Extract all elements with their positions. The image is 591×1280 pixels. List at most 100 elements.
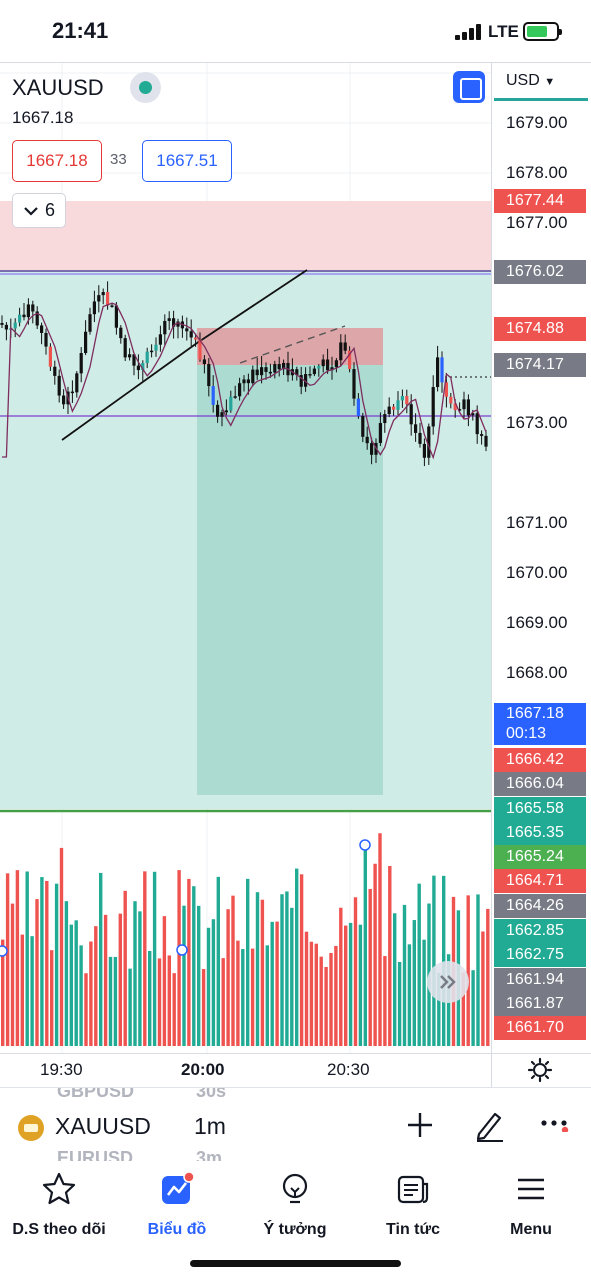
price-tick: 1670.00 [506,563,568,582]
price-label: 1666.04 [494,772,586,796]
price-chart[interactable] [0,63,491,1053]
nav-menu[interactable]: Menu [472,1171,590,1239]
volume-bar [417,883,421,1046]
indicators-toggle-button[interactable]: 6 [12,193,66,228]
candle-body [352,369,356,399]
time-label: 20:00 [181,1060,225,1079]
nav-ideas[interactable]: Ý tưởng [236,1171,354,1239]
candle-body [255,369,259,376]
candle-body [453,403,457,411]
candle-body [277,364,281,370]
volume-bar [383,956,387,1046]
candle-body [136,365,140,371]
volume-bar [412,920,416,1046]
volume-bar [30,936,34,1046]
chart-symbol[interactable]: XAUUSD [12,75,104,100]
scroll-to-realtime-button[interactable] [427,961,469,1003]
nav-label: D.S theo dõi [12,1221,106,1238]
time-label: 19:30 [40,1060,83,1079]
gear-icon[interactable] [527,1057,553,1083]
indicators-count: 6 [44,200,55,220]
volume-bar [148,950,152,1046]
volume-bar [15,870,20,1046]
nav-watchlist[interactable]: D.S theo dõi [0,1171,118,1239]
volume-bar [197,905,201,1046]
symbol-selector[interactable]: XAUUSD [55,1113,151,1139]
chart-canvas[interactable] [0,63,491,1053]
time-axis[interactable]: 19:30 20:00 20:30 [0,1053,591,1088]
price-label: 1676.02 [494,260,586,284]
price-label: 1667.18 00:13 [494,703,586,745]
price-label: 1662.75 [494,943,586,967]
volume-bar [368,888,372,1046]
candle-body [229,396,233,411]
pen-icon[interactable] [473,1108,505,1142]
volume-bar [402,904,407,1046]
candle-body [31,304,35,312]
buy-button[interactable]: 1667.51 [142,140,232,182]
candle-body [295,369,299,376]
volume-bar [314,943,318,1046]
chart-icon [162,1171,195,1204]
price-tick: 1671.00 [506,513,568,532]
symbol-bar: GBPUSD 30s XAUUSD 1m EURUSD 3m [0,1087,591,1161]
candle-body [264,367,268,372]
price-axis[interactable]: 1679.00 1678.00 1677.00 1673.00 1671.00 1670.… [491,63,591,1053]
candle-body [18,314,22,323]
candle-body [466,399,470,416]
currency-selector[interactable]: USD ▼ [494,65,588,101]
candle-body [471,413,475,416]
nav-label: Biểu đồ [147,1221,207,1238]
candle-body [462,399,466,410]
volume-bar [250,948,255,1046]
volume-bar [143,871,147,1046]
candle-body [348,350,352,370]
candle-body [339,342,343,361]
candle-body [414,424,418,433]
candle-body [106,292,110,306]
candle-body [176,321,180,327]
price-tick: 1677.00 [506,213,568,232]
volume-bar [476,894,480,1046]
fullscreen-icon[interactable] [453,71,485,103]
volume-bar [407,944,412,1046]
volume-bar [442,875,446,1046]
more-icon[interactable] [540,1118,572,1132]
candle-body [238,383,242,397]
nav-news[interactable]: Tin tức [354,1171,472,1239]
double-chevron-right-icon [440,975,456,989]
volume-bar [118,913,122,1046]
volume-bar [187,878,191,1046]
plus-icon[interactable] [405,1110,435,1140]
volume-bar [260,899,265,1046]
volume-bar [236,940,240,1046]
candle-body [132,354,136,366]
volume-bar [324,967,328,1046]
candle-body [172,318,176,327]
volume-bar [329,953,333,1046]
volume-bar [167,955,171,1046]
candle-body [207,364,211,387]
event-marker [0,945,8,957]
candle-body [484,435,488,447]
network-type: LTE [488,22,519,41]
candle-body [220,412,224,417]
candle-body [299,375,303,387]
candle-body [321,359,325,367]
candle-body [62,395,66,405]
candle-body [75,373,79,393]
position-stop-zone [197,328,383,365]
home-indicator [190,1260,401,1267]
candle-body [163,320,167,335]
price-label: 1674.17 [494,353,586,377]
volume-bar [486,908,490,1046]
volume-bar [344,925,348,1046]
nav-chart[interactable]: Biểu đồ [118,1171,236,1239]
candle-body [167,318,171,321]
news-icon [397,1175,429,1204]
interval-selector[interactable]: 1m [194,1113,226,1139]
candle-body [260,367,264,376]
candle-body [198,339,202,360]
lightbulb-icon [282,1173,308,1204]
sell-button[interactable]: 1667.18 [12,140,102,182]
